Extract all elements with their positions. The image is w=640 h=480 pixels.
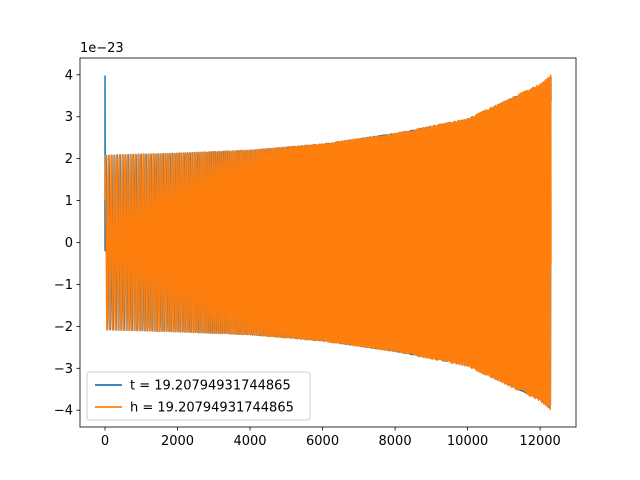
legend-label: h = 19.20794931744865 <box>130 401 294 416</box>
y-tick-label: 0 <box>65 236 73 251</box>
x-tick-label: 4000 <box>233 434 266 449</box>
y-tick-label: −2 <box>54 320 73 335</box>
y-tick-label: −1 <box>54 278 73 293</box>
x-tick-label: 8000 <box>379 434 412 449</box>
y-axis-offset-label: 1e−23 <box>80 41 124 56</box>
x-tick-label: 0 <box>101 434 109 449</box>
axes-layer: 0 2000 4000 6000 8000 10000 12000 −4 −3 −2 −1 0 1 2 3 4 <box>54 57 577 449</box>
x-tick-label: 6000 <box>306 434 339 449</box>
x-tick-label: 12000 <box>519 434 560 449</box>
legend: t = 19.20794931744865 h = 19.207949317448… <box>86 371 311 421</box>
series-line-2 <box>104 74 552 411</box>
y-tick-label: 1 <box>65 194 73 209</box>
legend-box <box>86 371 311 421</box>
plot-area <box>104 74 552 411</box>
x-tick-label: 10000 <box>447 434 488 449</box>
y-tick-label: 4 <box>65 68 73 83</box>
y-tick-label: 3 <box>65 110 73 125</box>
x-tick-label: 2000 <box>161 434 194 449</box>
y-tick-label: −4 <box>54 404 73 419</box>
y-tick-label: −3 <box>54 362 73 377</box>
legend-label: t = 19.20794931744865 <box>130 379 291 394</box>
y-tick-label: 2 <box>65 152 73 167</box>
